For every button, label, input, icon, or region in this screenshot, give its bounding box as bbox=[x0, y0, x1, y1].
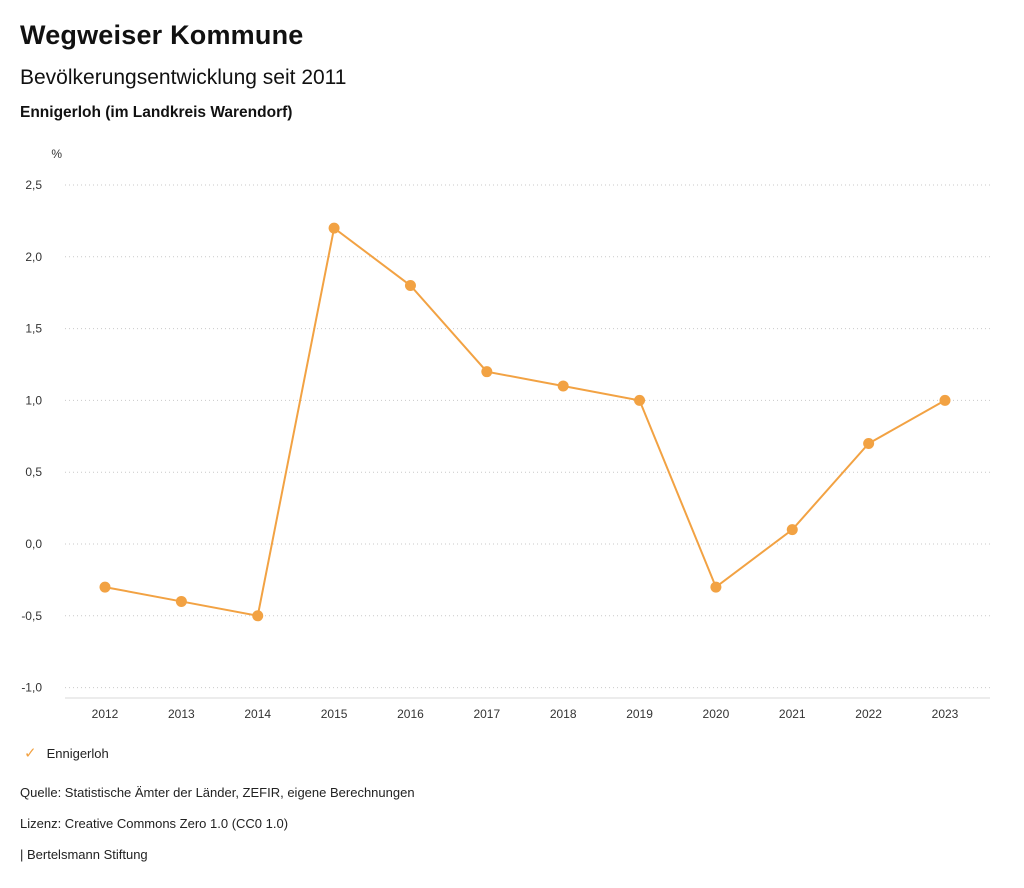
x-tick-label: 2022 bbox=[855, 707, 882, 721]
data-point[interactable] bbox=[863, 437, 875, 449]
chart-title: Bevölkerungsentwicklung seit 2011 bbox=[20, 66, 347, 89]
data-point[interactable] bbox=[786, 524, 798, 536]
y-tick-label: 1,5 bbox=[25, 322, 42, 336]
x-tick-label: 2019 bbox=[626, 707, 653, 721]
data-point[interactable] bbox=[939, 394, 951, 406]
license-text: Lizenz: Creative Commons Zero 1.0 (CC0 1… bbox=[20, 816, 289, 831]
x-tick-label: 2012 bbox=[92, 707, 119, 721]
x-tick-label: 2017 bbox=[473, 707, 500, 721]
data-point[interactable] bbox=[175, 595, 187, 607]
y-tick-label: 1,0 bbox=[25, 393, 42, 407]
x-tick-label: 2014 bbox=[244, 707, 271, 721]
y-tick-label: 0,5 bbox=[25, 465, 42, 479]
x-tick-label: 2013 bbox=[168, 707, 195, 721]
data-point[interactable] bbox=[481, 366, 493, 378]
data-point[interactable] bbox=[99, 581, 111, 593]
x-tick-label: 2015 bbox=[321, 707, 348, 721]
page-title: Wegweiser Kommune bbox=[20, 20, 304, 50]
y-tick-label: 0,0 bbox=[25, 537, 42, 551]
x-tick-label: 2021 bbox=[779, 707, 806, 721]
y-tick-label: -1,0 bbox=[21, 681, 42, 695]
legend-check-icon[interactable]: ✓ bbox=[24, 745, 37, 762]
x-tick-label: 2016 bbox=[397, 707, 424, 721]
legend[interactable]: ✓ Ennigerloh bbox=[24, 746, 109, 761]
data-point[interactable] bbox=[252, 610, 264, 622]
x-tick-label: 2020 bbox=[703, 707, 730, 721]
population-development-chart: % 2,5 2,0 1,5 1,0 0,5 0,0 -0,5 -1,0 2012 2013 2014 2… bbox=[21, 147, 990, 721]
data-point[interactable] bbox=[634, 394, 646, 406]
x-tick-label: 2018 bbox=[550, 707, 577, 721]
legend-label[interactable]: Ennigerloh bbox=[46, 746, 109, 761]
line-chart: % 2,5 2,0 1,5 1,0 0,5 0,0 -0,5 -1,0 2012 2013 2014 2… bbox=[0, 140, 1024, 740]
source-text: Quelle: Statistische Ämter der Länder, Z… bbox=[20, 785, 415, 800]
chart-region-subtitle: Ennigerloh (im Landkreis Warendorf) bbox=[20, 104, 293, 121]
data-point[interactable] bbox=[557, 380, 569, 392]
x-tick-label: 2023 bbox=[932, 707, 959, 721]
y-axis-unit-label: % bbox=[51, 147, 62, 161]
y-tick-label: 2,5 bbox=[25, 178, 42, 192]
data-point[interactable] bbox=[404, 280, 416, 292]
y-tick-label: -0,5 bbox=[21, 609, 42, 623]
data-line bbox=[104, 226, 946, 617]
data-point[interactable] bbox=[328, 222, 340, 234]
data-point[interactable] bbox=[710, 581, 722, 593]
y-tick-label: 2,0 bbox=[25, 250, 42, 264]
attribution-text: | Bertelsmann Stiftung bbox=[20, 847, 148, 862]
